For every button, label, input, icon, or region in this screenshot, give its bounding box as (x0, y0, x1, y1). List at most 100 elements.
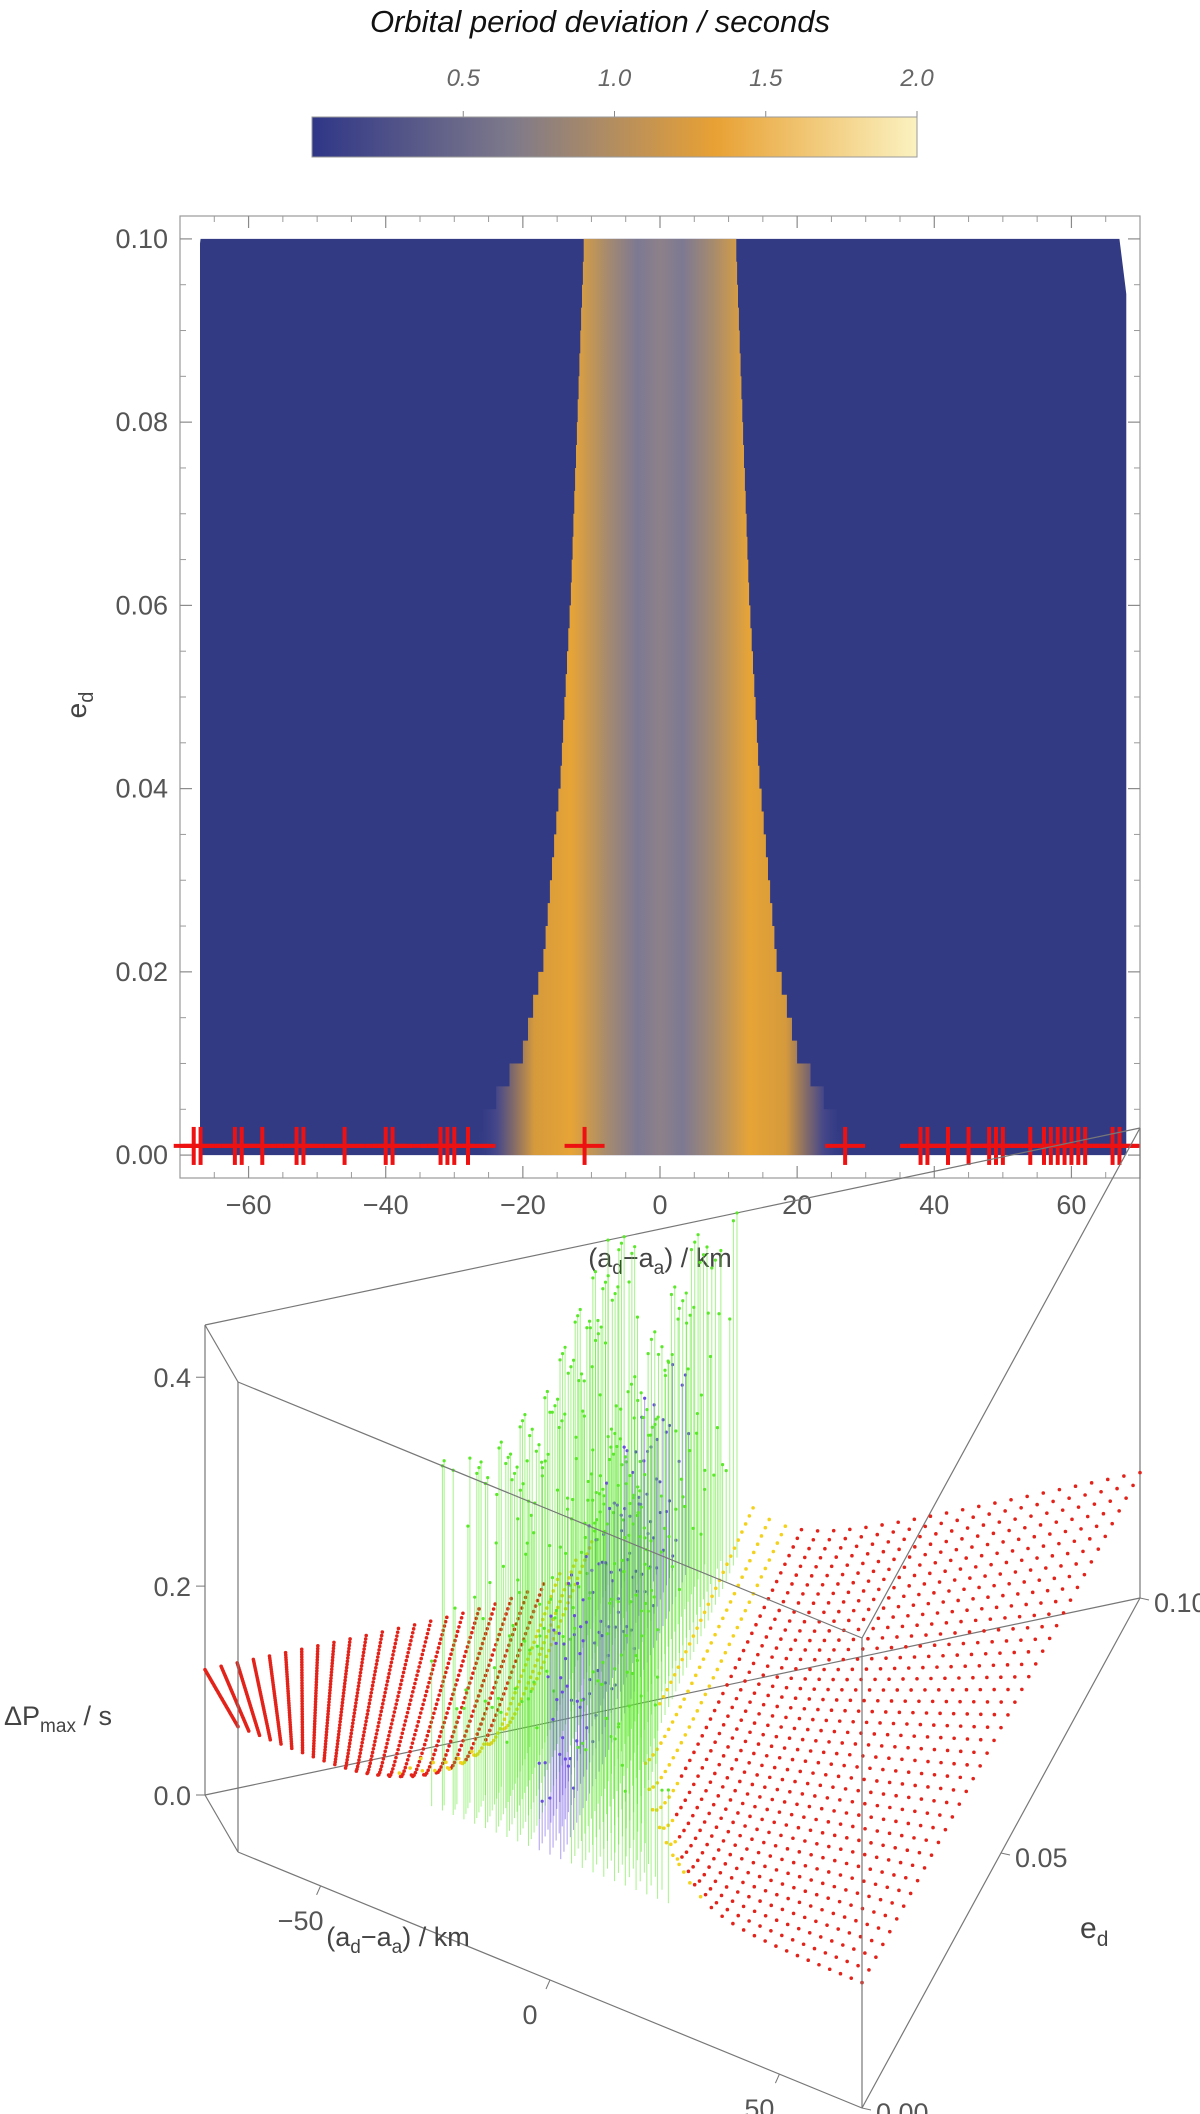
data-point (718, 1870, 723, 1875)
data-point (300, 1699, 304, 1703)
data-point (709, 1641, 714, 1645)
data-point (375, 1658, 379, 1663)
data-point (396, 1694, 400, 1699)
data-point (425, 1631, 430, 1636)
data-point (355, 1691, 360, 1695)
data-point (873, 1882, 878, 1887)
data-point (399, 1678, 404, 1683)
data-point (1122, 1474, 1126, 1478)
data-point (811, 1717, 815, 1722)
data-point (349, 1728, 354, 1732)
data-point (417, 1715, 422, 1720)
data-point (869, 1790, 873, 1795)
data-point (322, 1758, 326, 1763)
data-point (852, 1947, 856, 1951)
data-point (1007, 1528, 1011, 1533)
data-point (843, 1536, 848, 1541)
data-point (932, 1772, 937, 1777)
data-point (881, 1792, 886, 1796)
data-point (707, 1811, 711, 1816)
data-point (426, 1627, 431, 1632)
data-point (796, 1825, 801, 1830)
data-point (388, 1668, 392, 1672)
data-point (361, 1653, 365, 1658)
data-point (573, 1626, 577, 1630)
marker (283, 1126, 324, 1165)
data-point (356, 1687, 360, 1692)
data-point (671, 1755, 676, 1760)
data-point (379, 1633, 384, 1638)
data-point (892, 1557, 896, 1562)
data-point (728, 1554, 733, 1558)
data-point (757, 1712, 761, 1716)
data-point (765, 1807, 769, 1812)
data-point (557, 1425, 561, 1430)
data-point (674, 1712, 679, 1717)
data-point (750, 1837, 754, 1842)
data-point (682, 1828, 686, 1833)
data-point (403, 1765, 408, 1770)
data-point (774, 1944, 778, 1948)
data-point (815, 1529, 820, 1533)
data-point (750, 1782, 755, 1787)
data-point (875, 1779, 879, 1783)
data-point (677, 1306, 681, 1310)
data-point (917, 1592, 921, 1597)
data-point (373, 1739, 377, 1744)
data-point (670, 1720, 675, 1724)
data-point (346, 1649, 351, 1654)
data-point (822, 1638, 827, 1643)
data-point (733, 1788, 737, 1793)
data-point (864, 1667, 869, 1671)
data-point (1022, 1580, 1027, 1584)
data-point (924, 1711, 929, 1715)
data-point (698, 1828, 702, 1833)
data-point (901, 1677, 905, 1681)
data-point (548, 1796, 552, 1800)
data-point (759, 1534, 764, 1538)
data-point (1010, 1549, 1015, 1553)
data-point (713, 1586, 718, 1591)
data-point (978, 1687, 983, 1692)
data-point (468, 1456, 472, 1460)
data-point (433, 1659, 437, 1663)
data-point (876, 1698, 880, 1703)
data-point (395, 1698, 399, 1702)
data-point (359, 1744, 364, 1748)
data-point (943, 1676, 947, 1681)
data-point (807, 1610, 811, 1615)
data-point (699, 1797, 704, 1802)
data-point (496, 1696, 501, 1701)
data-point (339, 1707, 344, 1711)
data-point (543, 1459, 547, 1463)
data-point (534, 1449, 538, 1453)
data-point (584, 1620, 588, 1624)
data-point (642, 1526, 646, 1530)
data-point (683, 1733, 688, 1737)
data-point (994, 1605, 999, 1610)
data-point (347, 1741, 352, 1746)
data-point (323, 1742, 328, 1746)
data-point (300, 1712, 305, 1716)
data-point (600, 1560, 604, 1564)
data-point (419, 1656, 424, 1661)
data-point (887, 1677, 891, 1681)
data-point (540, 1460, 544, 1464)
data-point (960, 1537, 964, 1541)
data-point (887, 1567, 891, 1572)
data-point (832, 1648, 836, 1652)
data-point (687, 1725, 692, 1729)
data-point (815, 1867, 819, 1871)
data-point (1045, 1588, 1050, 1593)
data-point (359, 1747, 363, 1752)
x-tick-label: 40 (919, 1190, 949, 1220)
data-point (666, 1727, 671, 1732)
data-point (827, 1657, 831, 1662)
data-point (1073, 1484, 1078, 1489)
data-point (805, 1727, 810, 1732)
data-point (677, 1862, 681, 1867)
data-point (760, 1763, 764, 1768)
data-point (764, 1753, 769, 1758)
data-point (766, 1723, 770, 1728)
data-point (667, 1360, 671, 1365)
